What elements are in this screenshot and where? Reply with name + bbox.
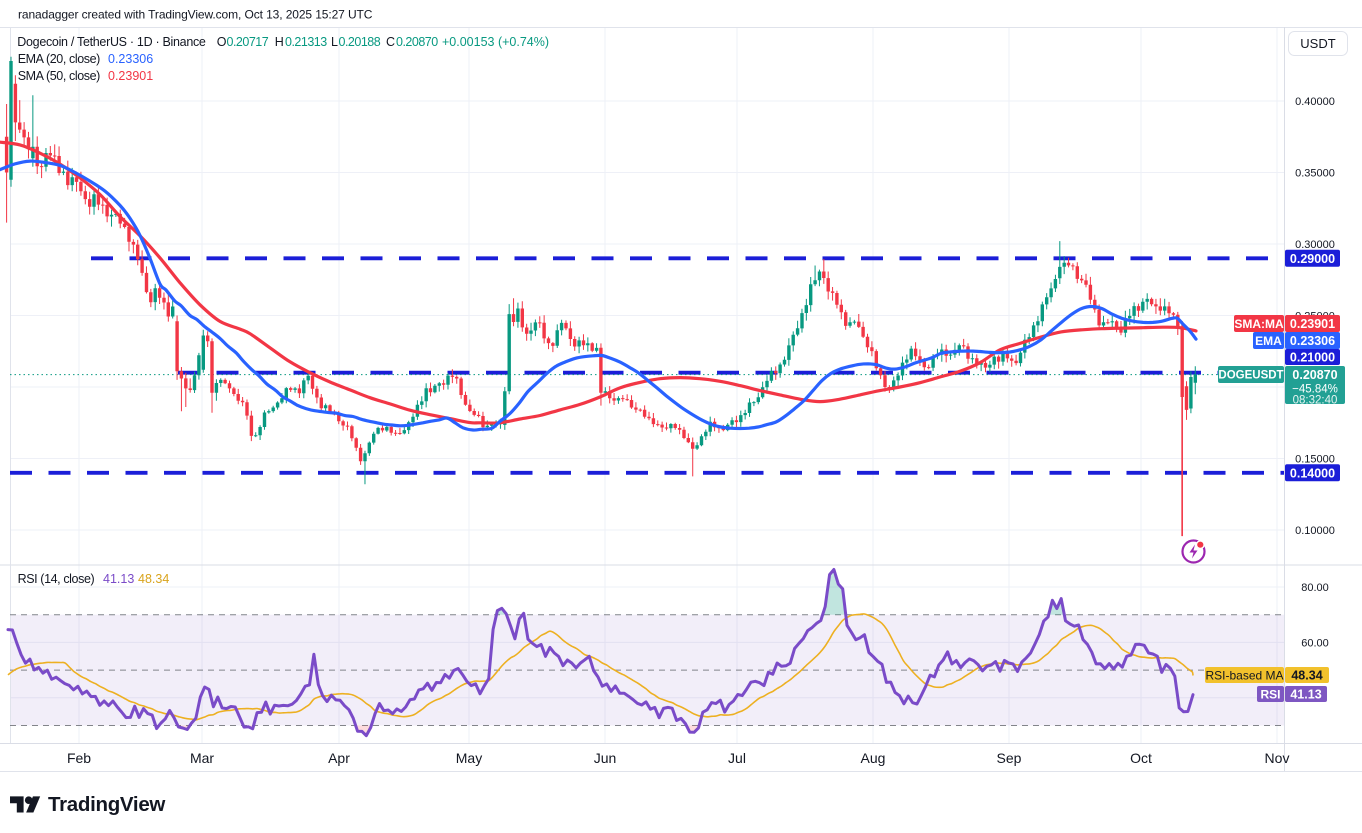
svg-text:0.20870: 0.20870: [396, 35, 438, 49]
svg-text:0.35000: 0.35000: [1295, 168, 1335, 180]
svg-text:0.14000: 0.14000: [1290, 466, 1335, 480]
svg-text:Sep: Sep: [997, 750, 1022, 766]
svg-text:Oct: Oct: [1130, 750, 1152, 766]
svg-text:0.23901: 0.23901: [108, 69, 153, 83]
svg-text:Apr: Apr: [328, 750, 350, 766]
svg-text:USDT: USDT: [1300, 36, 1335, 51]
svg-text:SMA:MA: SMA:MA: [1234, 317, 1284, 331]
svg-text:Dogecoin / TetherUS · 1D · Bin: Dogecoin / TetherUS · 1D · Binance: [17, 35, 206, 49]
svg-text:RSI (14, close): RSI (14, close): [18, 572, 95, 586]
svg-text:0.23306: 0.23306: [108, 52, 153, 66]
svg-text:+0.00153 (+0.74%): +0.00153 (+0.74%): [442, 35, 549, 49]
svg-text:Feb: Feb: [67, 750, 91, 766]
svg-text:0.21000: 0.21000: [1290, 351, 1335, 365]
svg-text:L: L: [331, 35, 338, 49]
svg-text:0.20870: 0.20870: [1292, 368, 1337, 382]
svg-text:0.23901: 0.23901: [1290, 317, 1335, 331]
svg-text:08:32:40: 08:32:40: [1293, 395, 1338, 407]
svg-text:TradingView: TradingView: [48, 793, 165, 816]
svg-text:H: H: [275, 35, 284, 49]
svg-text:0.23306: 0.23306: [1290, 334, 1335, 348]
svg-text:41.13: 41.13: [1290, 688, 1321, 702]
svg-text:48.34: 48.34: [138, 572, 169, 586]
svg-text:EMA (20, close): EMA (20, close): [18, 52, 100, 66]
svg-text:C: C: [386, 35, 395, 49]
svg-text:SMA (50, close): SMA (50, close): [18, 69, 100, 83]
svg-text:RSI: RSI: [1260, 687, 1280, 701]
svg-text:48.34: 48.34: [1291, 669, 1322, 683]
svg-text:0.40000: 0.40000: [1295, 96, 1335, 108]
svg-text:60.00: 60.00: [1301, 637, 1329, 649]
svg-text:0.15000: 0.15000: [1295, 454, 1335, 466]
svg-text:−45.84%: −45.84%: [1292, 384, 1338, 396]
svg-text:0.20717: 0.20717: [227, 35, 269, 49]
svg-text:0.10000: 0.10000: [1295, 525, 1335, 537]
svg-text:ranadagger created with Tradin: ranadagger created with TradingView.com,…: [18, 8, 373, 22]
svg-text:Mar: Mar: [190, 750, 214, 766]
svg-text:May: May: [456, 750, 482, 766]
svg-text:Jul: Jul: [728, 750, 746, 766]
svg-text:EMA: EMA: [1255, 334, 1282, 348]
svg-text:DOGEUSDT: DOGEUSDT: [1218, 370, 1283, 382]
svg-text:Nov: Nov: [1265, 750, 1290, 766]
svg-text:O: O: [217, 35, 227, 49]
svg-text:0.29000: 0.29000: [1290, 252, 1335, 266]
svg-text:0.21313: 0.21313: [285, 35, 327, 49]
svg-text:0.20188: 0.20188: [339, 35, 381, 49]
svg-text:80.00: 80.00: [1301, 582, 1329, 594]
svg-text:41.13: 41.13: [103, 572, 134, 586]
svg-text:Aug: Aug: [861, 750, 886, 766]
svg-text:0.30000: 0.30000: [1295, 239, 1335, 251]
svg-text:Jun: Jun: [594, 750, 617, 766]
svg-text:RSI-based MA: RSI-based MA: [1205, 668, 1283, 682]
